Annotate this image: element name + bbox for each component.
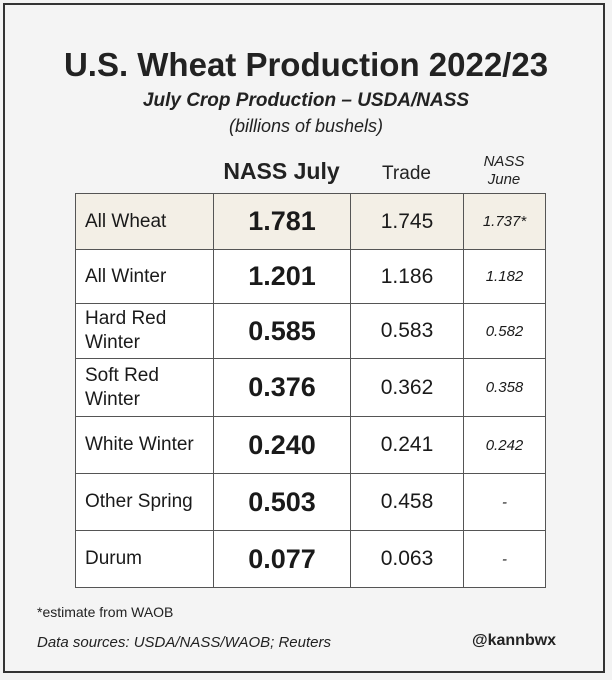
chart-subtitle: July Crop Production – USDA/NASS (142, 90, 470, 111)
row-label: Soft Red Winter (75, 358, 214, 417)
table-row-soft-red-winter: Soft Red Winter 0.376 0.362 0.358 (75, 358, 546, 417)
nass-june-value: - (463, 473, 546, 531)
column-header-nass-june-line1: NASS (483, 153, 525, 170)
trade-value: 1.186 (350, 249, 464, 304)
trade-value: 0.362 (350, 358, 464, 417)
nass-july-value: 0.376 (213, 358, 351, 417)
trade-value: 0.241 (350, 416, 464, 474)
trade-value: 0.583 (350, 303, 464, 359)
nass-july-value: 0.585 (213, 303, 351, 359)
column-header-nass-july: NASS July (223, 158, 340, 184)
trade-value: 0.458 (350, 473, 464, 531)
chart-title: U.S. Wheat Production 2022/23 (63, 46, 549, 83)
table-row-white-winter: White Winter 0.240 0.241 0.242 (75, 416, 546, 474)
column-header-trade: Trade (382, 163, 431, 184)
nass-june-value: 0.582 (463, 303, 546, 359)
table-row-durum: Durum 0.077 0.063 - (75, 530, 546, 588)
trade-value: 0.063 (350, 530, 464, 588)
footnote: *estimate from WAOB (37, 604, 174, 620)
units-label: (billions of bushels) (228, 116, 384, 136)
nass-july-value: 0.503 (213, 473, 351, 531)
nass-july-value: 0.077 (213, 530, 351, 588)
row-label: Durum (75, 530, 214, 588)
nass-june-value: - (463, 530, 546, 588)
author-handle: @kannbwx (472, 632, 557, 649)
table-row-other-spring: Other Spring 0.503 0.458 - (75, 473, 546, 531)
row-label: White Winter (75, 416, 214, 474)
nass-june-value: 0.242 (463, 416, 546, 474)
nass-june-value: 1.182 (463, 249, 546, 304)
nass-july-value: 1.781 (213, 193, 351, 250)
row-label: Other Spring (75, 473, 214, 531)
nass-june-value: 1.737* (463, 193, 546, 250)
row-label: All Wheat (75, 193, 214, 250)
table-row-hard-red-winter: Hard Red Winter 0.585 0.583 0.582 (75, 303, 546, 359)
nass-july-value: 0.240 (213, 416, 351, 474)
column-header-nass-june-line2: June (487, 171, 521, 188)
data-sources: Data sources: USDA/NASS/WAOB; Reuters (37, 634, 331, 651)
nass-july-value: 1.201 (213, 249, 351, 304)
table-row-all-winter: All Winter 1.201 1.186 1.182 (75, 249, 546, 304)
table-row-all-wheat: All Wheat 1.781 1.745 1.737* (75, 193, 546, 250)
row-label: All Winter (75, 249, 214, 304)
nass-june-value: 0.358 (463, 358, 546, 417)
production-table: All Wheat 1.781 1.745 1.737* All Winter … (75, 193, 546, 588)
column-header-nass-june: NASS June (463, 153, 545, 189)
trade-value: 1.745 (350, 193, 464, 250)
row-label: Hard Red Winter (75, 303, 214, 359)
